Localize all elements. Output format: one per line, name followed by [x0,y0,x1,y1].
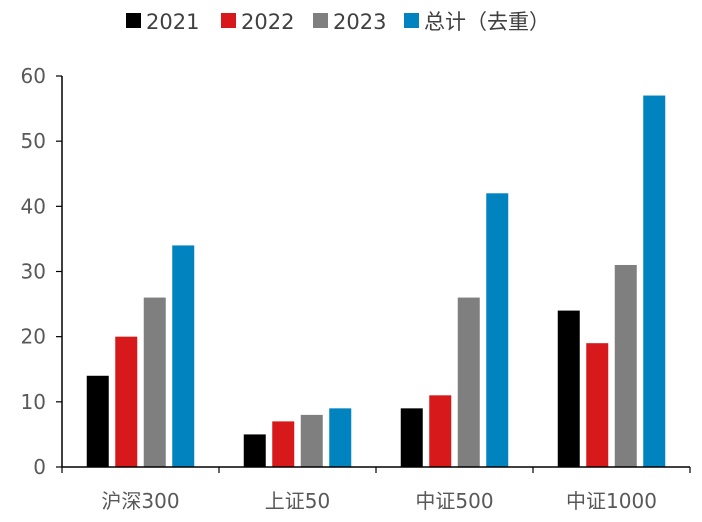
bar-3-3 [457,297,480,467]
bar-1-2 [243,434,266,467]
bar-4-2 [329,408,352,467]
bar-3-4 [614,264,637,467]
legend: 2021 2022 2023 总计（去重） [126,10,550,34]
x-tick-label: 中证500 [415,489,493,513]
bar-1-3 [400,408,423,467]
y-tick-label: 10 [21,390,46,414]
x-tick-label: 中证1000 [566,489,657,513]
y-tick-label: 60 [21,64,46,88]
y-tick-label: 0 [33,455,46,479]
y-tick-label: 20 [21,325,46,349]
bar-2-3 [429,395,452,467]
legend-swatch-2 [221,13,236,28]
legend-label-4: 总计（去重） [424,10,550,34]
legend-swatch-3 [313,13,328,28]
legend-label-1: 2021 [146,10,199,34]
bar-4-1 [172,245,195,467]
legend-swatch-4 [404,13,419,28]
legend-swatch-1 [126,13,141,28]
legend-label-3: 2023 [333,10,386,34]
y-tick-label: 30 [21,260,46,284]
axes: 沪深300 上证50 中证500 中证1000 0 10 20 30 40 50 60 [21,64,691,513]
bar-3-2 [300,414,323,467]
bar-3-1 [143,297,166,467]
bar-4-3 [486,193,509,468]
bar-2-4 [586,343,609,467]
bar-1-1 [86,375,109,467]
legend-label-2: 2022 [241,10,294,34]
bars [86,95,666,468]
x-tick-label: 沪深300 [101,489,179,513]
bar-2-2 [272,421,295,467]
x-tick-label: 上证50 [265,489,330,513]
y-tick-label: 40 [21,194,46,218]
bar-1-4 [557,310,580,467]
bar-2-1 [115,336,138,467]
y-tick-label: 50 [21,129,46,153]
bar-4-4 [643,95,666,468]
